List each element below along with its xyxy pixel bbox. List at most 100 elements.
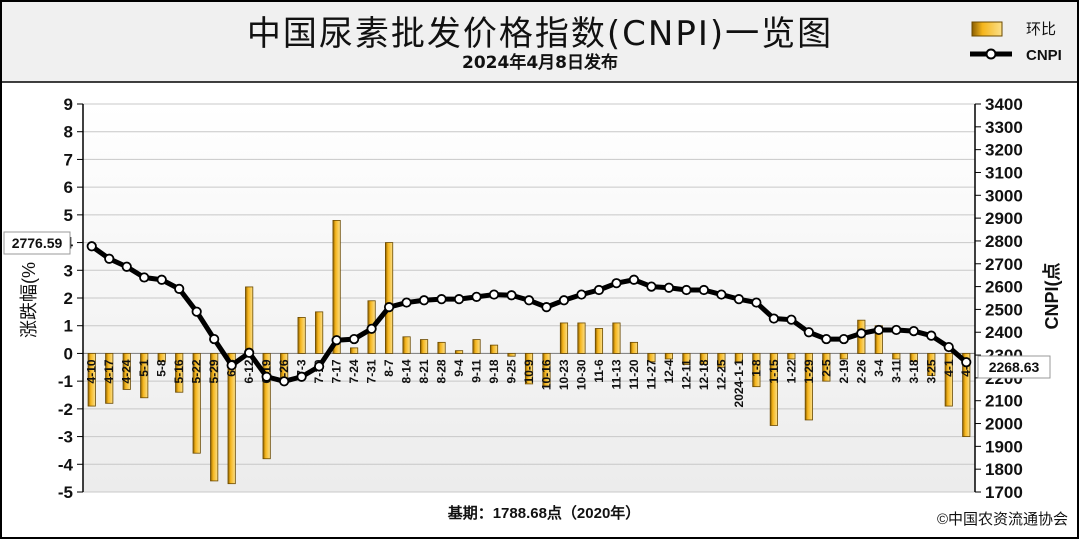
- x-tick-label: 10-23: [557, 359, 571, 390]
- legend-line-marker: [985, 48, 997, 60]
- cnpi-point: [506, 290, 517, 301]
- right-tick-label: 2500: [985, 300, 1023, 319]
- right-tick-label: 3100: [985, 163, 1023, 182]
- cnpi-point: [139, 272, 150, 283]
- x-tick-label: 8-28: [435, 359, 449, 383]
- bar: [717, 353, 726, 368]
- cnpi-point: [943, 341, 954, 353]
- cnpi-point: [716, 289, 727, 300]
- x-tick-label: 2-5: [819, 359, 833, 377]
- cnpi-point: [663, 282, 675, 293]
- right-axis-title: CNPI(点: [1041, 263, 1062, 330]
- left-tick-label: 2: [64, 289, 73, 308]
- x-tick-label: 4-17: [102, 359, 116, 383]
- left-tick-label: -2: [58, 400, 73, 419]
- bar: [437, 341, 446, 354]
- right-tick-label: 1800: [985, 460, 1023, 479]
- x-tick-label: 4-1: [942, 359, 956, 377]
- cnpi-point: [733, 294, 744, 305]
- x-tick-label: 8-14: [400, 359, 414, 383]
- cnpi-point: [803, 327, 814, 338]
- bar: [472, 339, 481, 354]
- cnpi-line-series: [86, 241, 972, 387]
- cnpi-point: [156, 274, 167, 285]
- legend-label-line: CNPI: [1026, 47, 1062, 64]
- x-tick-label: 1-8: [749, 359, 763, 377]
- bar: [962, 353, 971, 437]
- bar: [822, 353, 831, 382]
- x-tick-label: 9-4: [452, 359, 466, 377]
- annotation-first: 2776.59: [3, 231, 71, 255]
- left-tick-label: -3: [58, 428, 73, 447]
- left-tick-label: 1: [64, 317, 73, 336]
- bar: [699, 353, 708, 365]
- bar: [489, 344, 499, 354]
- bar: [787, 353, 796, 360]
- left-tick-label: -4: [58, 455, 74, 474]
- cnpi-point: [646, 281, 657, 292]
- cnpi-point: [751, 297, 762, 308]
- right-tick-label: 3200: [985, 141, 1023, 160]
- bar: [419, 339, 429, 354]
- x-tick-label: 11-13: [609, 359, 623, 389]
- bar: [612, 322, 621, 354]
- left-tick-label: 3: [64, 261, 73, 280]
- cnpi-point: [471, 291, 482, 302]
- x-tick-label: 8-7: [382, 359, 396, 377]
- bar: [769, 353, 778, 426]
- right-tick-label: 1900: [985, 437, 1023, 456]
- x-tick-label: 9-25: [505, 359, 519, 383]
- cnpi-point: [558, 295, 570, 306]
- x-tick-label: 8-21: [417, 359, 431, 383]
- cnpi-point: [926, 330, 937, 341]
- x-tick-label: 6-26: [277, 359, 291, 383]
- bar: [332, 219, 341, 354]
- bar: [804, 353, 813, 421]
- right-tick-label: 2900: [985, 209, 1023, 228]
- cnpi-point: [681, 284, 692, 296]
- cnpi-point: [856, 328, 867, 339]
- chart-subtitle: 2024年4月8日发布: [462, 53, 618, 73]
- bar: [122, 353, 131, 390]
- bar: [385, 242, 394, 354]
- copyright-note: ©中国农资流通协会: [937, 511, 1068, 528]
- legend-bar-swatch: [971, 21, 1003, 37]
- x-tick-label: 12-11: [679, 359, 693, 389]
- cnpi-point: [279, 376, 290, 387]
- bar: [140, 353, 149, 399]
- bar: [594, 328, 604, 354]
- left-tick-label: 8: [64, 123, 73, 142]
- bar-series: [87, 219, 971, 485]
- x-tick-label: 11-27: [644, 359, 658, 389]
- x-tick-label: 5-16: [172, 359, 186, 383]
- x-tick-label: 5-29: [207, 359, 221, 383]
- cnpi-point: [348, 333, 360, 345]
- cnpi-point: [174, 283, 185, 294]
- x-tick-label: 12-4: [662, 359, 676, 383]
- annotation-last-box: [977, 355, 1051, 379]
- bar: [87, 353, 96, 407]
- x-tick-label: 1-15: [767, 359, 781, 383]
- bar: [944, 353, 953, 407]
- right-tick-label: 3400: [985, 95, 1023, 114]
- cnpi-point: [383, 302, 395, 313]
- right-tick-label: 2600: [985, 278, 1023, 297]
- legend-label-bar: 环比: [1026, 21, 1056, 38]
- x-tick-label: 1-29: [802, 359, 816, 383]
- cnpi-point: [523, 295, 535, 306]
- cnpi-point: [191, 306, 202, 317]
- bar: [507, 353, 516, 357]
- x-tick-label: 2-26: [854, 359, 868, 383]
- cnpi-point: [226, 360, 237, 371]
- x-tick-label: 12-18: [697, 359, 711, 390]
- cnpi-point: [541, 302, 552, 313]
- x-tick-label: 10-30: [574, 359, 588, 390]
- bar: [752, 353, 761, 388]
- cnpi-point: [628, 274, 640, 285]
- header-band: [2, 2, 1077, 82]
- bar: [315, 311, 324, 354]
- annotation-first-box: [3, 231, 71, 255]
- x-tick-label: 2024-1-1: [732, 359, 746, 407]
- bar: [909, 353, 918, 363]
